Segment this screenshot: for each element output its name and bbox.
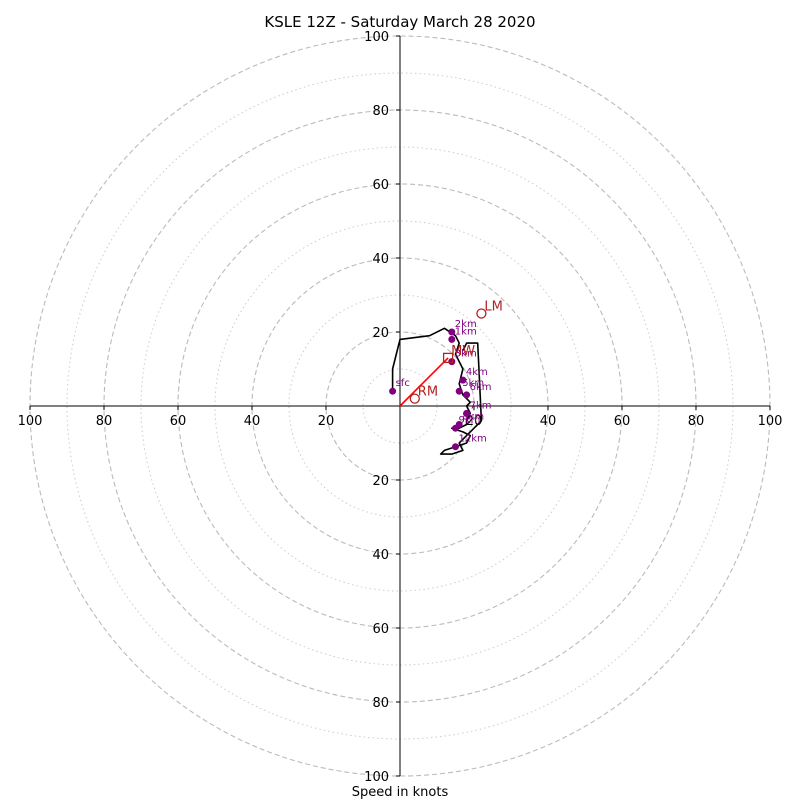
height-point-7km — [463, 409, 471, 417]
height-point-5km — [455, 387, 463, 395]
chart-title: KSLE 12Z - Saturday March 28 2020 — [264, 13, 535, 31]
storm-motion-marker-MW — [442, 352, 454, 364]
height-point-4km — [459, 376, 467, 384]
tick-label-bottom-40: 40 — [372, 548, 389, 563]
tick-label-right-20: 20 — [466, 414, 483, 429]
height-point-2km — [448, 328, 456, 336]
tick-label-bottom-80: 80 — [372, 696, 389, 711]
tick-label-top-100: 100 — [364, 30, 389, 45]
tick-label-left-20: 20 — [318, 414, 335, 429]
height-point-1km — [448, 335, 456, 343]
height-label-7km: 7km — [470, 400, 492, 411]
x-axis-label: Speed in knots — [352, 785, 449, 800]
tick-label-top-40: 40 — [372, 252, 389, 267]
height-label-6km: 6km — [470, 382, 492, 393]
storm-motion-label-RM: RM — [418, 385, 438, 400]
tick-label-left-40: 40 — [244, 414, 261, 429]
storm-motion-marker-RM — [409, 393, 420, 404]
tick-label-left-60: 60 — [170, 414, 187, 429]
height-label-2km: 2km — [455, 319, 477, 330]
height-point-9km — [452, 424, 459, 432]
height-point-sfc — [389, 387, 397, 395]
height-point-3km — [448, 358, 456, 366]
height-point-6km — [463, 391, 471, 399]
mean-wind-vector — [399, 357, 449, 407]
height-point-12km — [452, 443, 459, 451]
height-label-4km: 4km — [466, 367, 488, 378]
height-label-1km: 1km — [455, 326, 477, 337]
tick-label-top-60: 60 — [372, 178, 389, 193]
tick-label-top-20: 20 — [372, 326, 389, 341]
storm-motion-label-MW: MW — [451, 344, 475, 359]
tick-label-right-60: 60 — [614, 414, 631, 429]
tick-label-left-100: 100 — [18, 414, 43, 429]
height-label-3km: 3km — [455, 349, 477, 360]
tick-label-right-40: 40 — [540, 414, 557, 429]
tick-labels: 20 20 20 20 40 40 40 40 60 60 60 60 80 80 80 80 100 100 10… — [18, 30, 783, 785]
tick-label-right-100: 100 — [758, 414, 783, 429]
height-label-8km: 8km — [462, 412, 484, 423]
tick-label-bottom-100: 100 — [364, 770, 389, 785]
height-label-5km: 5km — [462, 378, 484, 389]
tick-label-bottom-20: 20 — [372, 474, 389, 489]
storm-motion-label-LM: LM — [484, 300, 502, 315]
height-label-9km: 9km — [459, 415, 481, 426]
tick-label-left-80: 80 — [96, 414, 113, 429]
height-label-sfc: sfc — [396, 378, 410, 389]
tick-label-right-80: 80 — [688, 414, 705, 429]
tick-label-bottom-60: 60 — [372, 622, 389, 637]
tick-label-top-80: 80 — [372, 104, 389, 119]
storm-motion-marker-LM — [476, 308, 487, 319]
height-label-12km: 12km — [459, 434, 487, 445]
